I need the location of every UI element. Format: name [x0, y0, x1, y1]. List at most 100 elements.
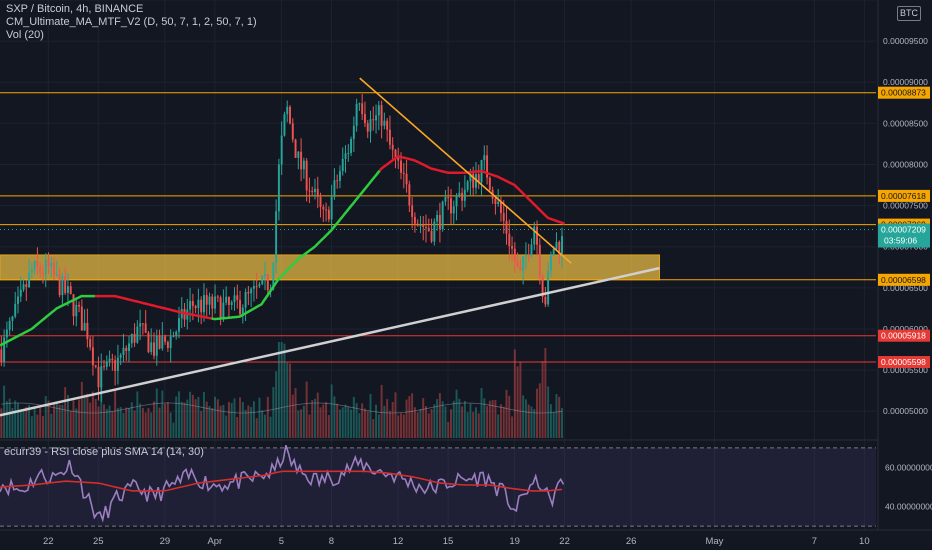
volume-bar [427, 413, 430, 438]
time-tick-label: 15 [443, 536, 454, 547]
volume-bar [233, 398, 236, 438]
volume-bar [541, 361, 544, 438]
candle-body [402, 172, 405, 174]
volume-bar [22, 411, 25, 438]
rsi-indicator-label[interactable]: ecurr39 - RSI close plus SMA 14 (14, 30) [4, 446, 204, 458]
volume-bar [189, 391, 192, 438]
volume-bar [72, 400, 75, 438]
time-tick-label: 22 [559, 536, 570, 547]
volume-bar [30, 416, 33, 438]
volume-bar [164, 403, 167, 438]
candle-body [450, 198, 452, 214]
volume-bar [499, 404, 502, 438]
candle-body [511, 246, 514, 249]
volume-bar [319, 407, 322, 438]
volume-bar [347, 406, 350, 438]
candle-body [316, 188, 319, 197]
volume-bar [119, 406, 122, 438]
volume-bar [258, 397, 261, 438]
candle-body [291, 123, 294, 140]
candle-body [358, 103, 361, 105]
currency-badge[interactable]: BTC [897, 6, 921, 21]
candle-body [189, 301, 192, 310]
volume-bar [283, 343, 286, 438]
volume-bar [264, 414, 266, 438]
candle-body [202, 295, 205, 313]
candle-body [461, 192, 464, 201]
candle-body [455, 195, 458, 207]
volume-bar [0, 408, 3, 438]
volume-bar [55, 401, 58, 438]
moving-average [0, 154, 566, 347]
rsi-sma-line [0, 470, 563, 492]
candle-body [91, 347, 94, 366]
candle-body [366, 123, 369, 132]
ma-indicator-label[interactable]: CM_Ultimate_MA_MTF_V2 (D, 50, 7, 1, 2, 5… [6, 16, 257, 28]
candle-body [494, 198, 497, 205]
price-tick-label: 0.00009000 [883, 77, 928, 87]
volume-bar [438, 393, 441, 438]
volume-bar [78, 399, 81, 438]
price-tick-label: 0.00007500 [883, 201, 928, 211]
rsi-tick-label: 60.00000000 [885, 462, 932, 472]
candle-body [458, 192, 461, 196]
volume-bar [225, 415, 228, 438]
volume-bar [47, 400, 50, 438]
volume-bar [83, 394, 86, 438]
volume-bar [261, 410, 264, 438]
volume-bar [5, 401, 8, 438]
volume-bar [474, 407, 477, 438]
candle-body [519, 267, 522, 271]
volume-bar [369, 393, 372, 438]
volume-bar [444, 406, 447, 438]
candle-body [502, 213, 505, 221]
candle-body [541, 276, 544, 297]
volume-bar [308, 414, 311, 438]
candle-body [19, 289, 22, 297]
time-tick-label: 19 [509, 536, 520, 547]
candle-body [380, 105, 383, 126]
volume-bar [153, 401, 155, 438]
candle-body [86, 322, 89, 340]
volume-bar [50, 413, 53, 438]
volume-bar [469, 403, 472, 438]
volume-indicator-label[interactable]: Vol (20) [6, 29, 44, 41]
volume-bar [452, 400, 455, 438]
volume-bar [11, 408, 14, 438]
volume-bar [178, 391, 180, 438]
candle-body [241, 307, 244, 315]
volume-bar [216, 399, 219, 438]
price-tick-label: 0.00005000 [883, 406, 928, 416]
candle-body [488, 177, 491, 190]
candle-body [114, 360, 117, 371]
volume-bar [413, 407, 416, 438]
candle-body [116, 357, 119, 371]
candle-body [55, 273, 58, 276]
candle-body [549, 255, 552, 271]
volume-bar [130, 402, 133, 438]
volume-bar [425, 406, 427, 438]
volume-bar [519, 361, 522, 438]
symbol-title[interactable]: SXP / Bitcoin, 4h, BINANCE [6, 3, 144, 15]
volume-bar [536, 388, 539, 438]
candle-body [103, 366, 106, 368]
time-tick-label: 10 [859, 536, 870, 547]
candle-body [411, 205, 414, 217]
volume-bar [544, 348, 547, 438]
volume-bar [111, 411, 114, 438]
candle-body [322, 206, 325, 210]
price-tick-label: 0.00008500 [883, 118, 928, 128]
candle-body [463, 189, 466, 201]
volume-bar [255, 418, 258, 438]
candle-body [247, 291, 250, 294]
volume-bar [247, 405, 250, 438]
volume-bar [8, 398, 11, 438]
volume-bar [186, 399, 189, 438]
volume-bar [266, 396, 269, 438]
candle-body [452, 206, 455, 214]
candle-body [255, 286, 258, 288]
volume-bar [161, 390, 164, 438]
volume-bar [361, 403, 364, 438]
